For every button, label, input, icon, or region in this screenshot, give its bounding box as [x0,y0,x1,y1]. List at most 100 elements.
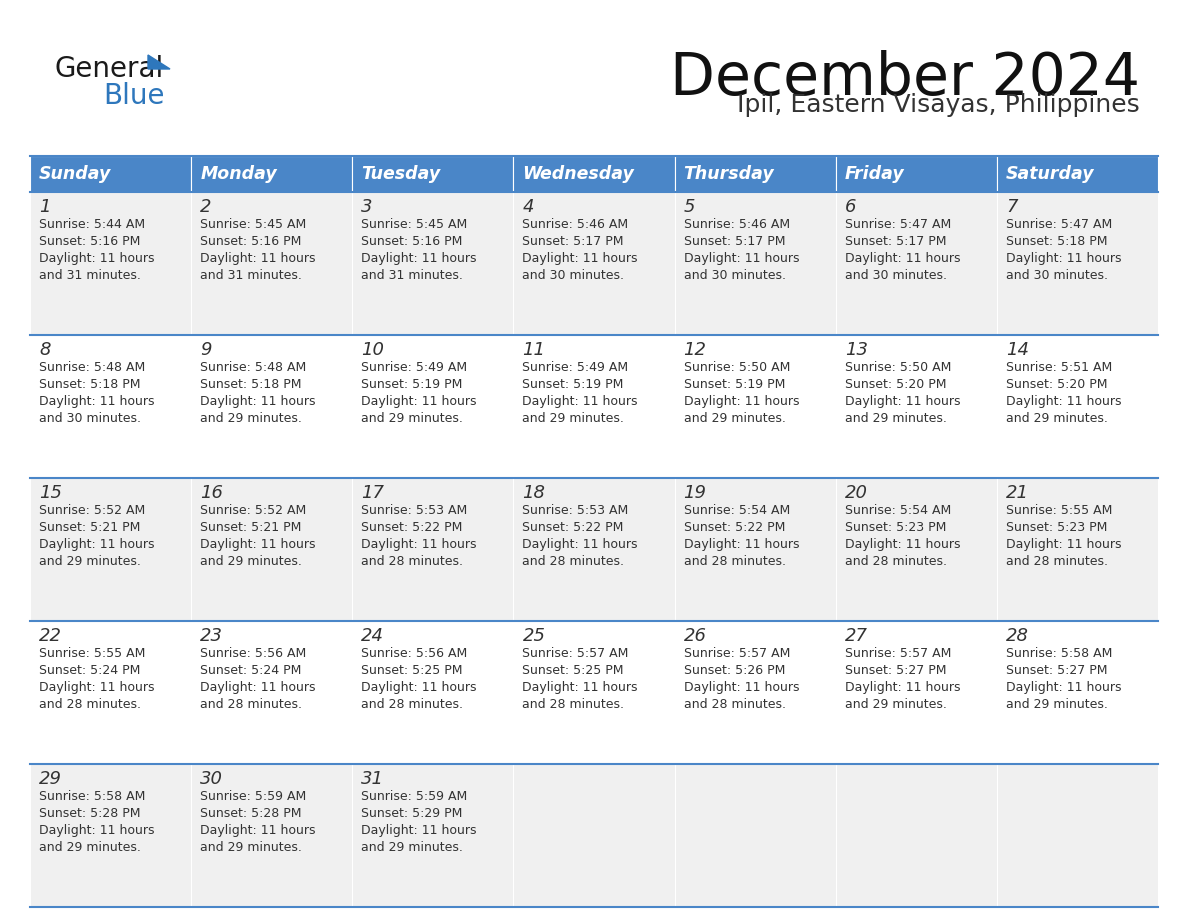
Text: and 30 minutes.: and 30 minutes. [39,412,141,425]
Text: and 29 minutes.: and 29 minutes. [361,412,463,425]
Text: 19: 19 [683,484,707,502]
Text: and 31 minutes.: and 31 minutes. [200,269,302,282]
Bar [835,192,997,335]
Text: Sunrise: 5:49 AM: Sunrise: 5:49 AM [523,361,628,374]
Text: Sunset: 5:22 PM: Sunset: 5:22 PM [523,521,624,534]
Text: and 31 minutes.: and 31 minutes. [39,269,141,282]
Bar [675,478,835,621]
Text: and 29 minutes.: and 29 minutes. [39,555,141,568]
Bar [353,764,513,907]
Text: Sunset: 5:25 PM: Sunset: 5:25 PM [523,664,624,677]
Text: and 29 minutes.: and 29 minutes. [200,412,302,425]
Text: Daylight: 11 hours: Daylight: 11 hours [1006,252,1121,265]
Bar [997,478,1158,621]
Text: Sunrise: 5:47 AM: Sunrise: 5:47 AM [1006,218,1112,231]
Bar [353,478,513,621]
Text: Sunrise: 5:52 AM: Sunrise: 5:52 AM [200,504,307,517]
Text: and 30 minutes.: and 30 minutes. [523,269,625,282]
Text: Sunset: 5:16 PM: Sunset: 5:16 PM [39,235,140,248]
Text: Sunset: 5:19 PM: Sunset: 5:19 PM [361,378,462,391]
Text: Sunrise: 5:59 AM: Sunrise: 5:59 AM [200,790,307,803]
Text: 6: 6 [845,198,857,216]
Text: Sunset: 5:24 PM: Sunset: 5:24 PM [39,664,140,677]
Text: and 30 minutes.: and 30 minutes. [1006,269,1108,282]
Text: Tuesday: Tuesday [361,165,441,183]
Text: 31: 31 [361,770,384,788]
Text: 25: 25 [523,627,545,645]
Text: Sunrise: 5:59 AM: Sunrise: 5:59 AM [361,790,468,803]
Text: Daylight: 11 hours: Daylight: 11 hours [845,252,960,265]
Bar [30,192,191,335]
Text: Sunrise: 5:54 AM: Sunrise: 5:54 AM [683,504,790,517]
Bar [997,764,1158,907]
Text: Daylight: 11 hours: Daylight: 11 hours [200,681,316,694]
Bar [835,156,997,192]
Text: Sunset: 5:27 PM: Sunset: 5:27 PM [1006,664,1107,677]
Text: Sunset: 5:18 PM: Sunset: 5:18 PM [39,378,140,391]
Text: Sunrise: 5:51 AM: Sunrise: 5:51 AM [1006,361,1112,374]
Text: and 29 minutes.: and 29 minutes. [1006,698,1107,711]
Bar [353,335,513,478]
Bar [191,764,353,907]
Text: Sunset: 5:24 PM: Sunset: 5:24 PM [200,664,302,677]
Text: Sunrise: 5:58 AM: Sunrise: 5:58 AM [39,790,145,803]
Text: Sunrise: 5:57 AM: Sunrise: 5:57 AM [523,647,628,660]
Bar [30,621,191,764]
Bar [997,192,1158,335]
Text: Sunset: 5:26 PM: Sunset: 5:26 PM [683,664,785,677]
Bar [835,621,997,764]
Bar [191,621,353,764]
Text: and 29 minutes.: and 29 minutes. [200,555,302,568]
Text: 20: 20 [845,484,867,502]
Text: Daylight: 11 hours: Daylight: 11 hours [523,538,638,551]
Text: Daylight: 11 hours: Daylight: 11 hours [361,538,476,551]
Text: and 29 minutes.: and 29 minutes. [361,841,463,854]
Text: and 28 minutes.: and 28 minutes. [683,698,785,711]
Bar [191,335,353,478]
Text: 2: 2 [200,198,211,216]
Text: Daylight: 11 hours: Daylight: 11 hours [39,395,154,408]
Text: Daylight: 11 hours: Daylight: 11 hours [845,538,960,551]
Text: Wednesday: Wednesday [523,165,634,183]
Text: and 28 minutes.: and 28 minutes. [361,555,463,568]
Text: 22: 22 [39,627,62,645]
Text: and 29 minutes.: and 29 minutes. [523,412,625,425]
Text: 4: 4 [523,198,533,216]
Bar [191,156,353,192]
Text: Sunrise: 5:46 AM: Sunrise: 5:46 AM [523,218,628,231]
Text: Sunrise: 5:50 AM: Sunrise: 5:50 AM [845,361,952,374]
Bar [835,335,997,478]
Text: Daylight: 11 hours: Daylight: 11 hours [845,681,960,694]
Text: 12: 12 [683,341,707,359]
Text: Sunset: 5:20 PM: Sunset: 5:20 PM [845,378,946,391]
Text: Daylight: 11 hours: Daylight: 11 hours [200,824,316,837]
Text: Saturday: Saturday [1006,165,1094,183]
Text: and 28 minutes.: and 28 minutes. [39,698,141,711]
Text: Sunrise: 5:56 AM: Sunrise: 5:56 AM [361,647,468,660]
Text: 10: 10 [361,341,384,359]
Text: Daylight: 11 hours: Daylight: 11 hours [361,681,476,694]
Text: Sunset: 5:23 PM: Sunset: 5:23 PM [845,521,946,534]
Text: Daylight: 11 hours: Daylight: 11 hours [845,395,960,408]
Text: Daylight: 11 hours: Daylight: 11 hours [523,395,638,408]
Text: 13: 13 [845,341,867,359]
Bar [513,764,675,907]
Text: Daylight: 11 hours: Daylight: 11 hours [361,252,476,265]
Text: Daylight: 11 hours: Daylight: 11 hours [361,824,476,837]
Bar [675,156,835,192]
Text: Daylight: 11 hours: Daylight: 11 hours [39,824,154,837]
Text: Ipil, Eastern Visayas, Philippines: Ipil, Eastern Visayas, Philippines [738,93,1140,117]
Text: Sunrise: 5:48 AM: Sunrise: 5:48 AM [200,361,307,374]
Text: Monday: Monday [200,165,277,183]
Text: Daylight: 11 hours: Daylight: 11 hours [523,252,638,265]
Text: 26: 26 [683,627,707,645]
Text: Daylight: 11 hours: Daylight: 11 hours [683,395,800,408]
Text: Sunrise: 5:53 AM: Sunrise: 5:53 AM [523,504,628,517]
Text: 15: 15 [39,484,62,502]
Text: Daylight: 11 hours: Daylight: 11 hours [1006,538,1121,551]
Text: Sunrise: 5:48 AM: Sunrise: 5:48 AM [39,361,145,374]
Bar [997,621,1158,764]
Text: Sunset: 5:16 PM: Sunset: 5:16 PM [200,235,302,248]
Text: Daylight: 11 hours: Daylight: 11 hours [39,538,154,551]
Bar [835,478,997,621]
